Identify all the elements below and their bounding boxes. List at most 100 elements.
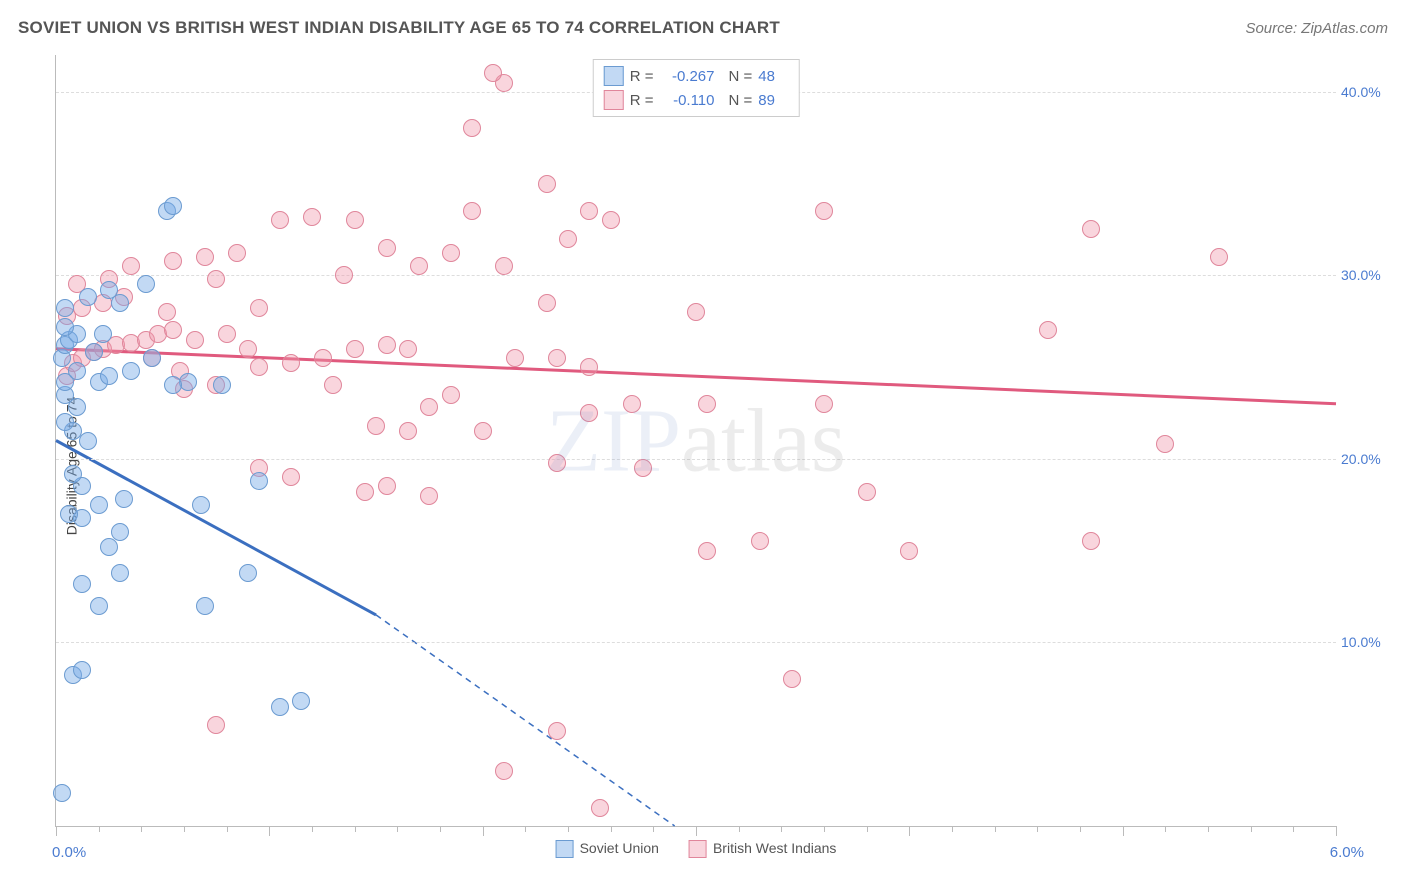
x-tick xyxy=(525,826,526,832)
x-min-label: 0.0% xyxy=(52,844,86,861)
data-point xyxy=(73,575,91,593)
data-point xyxy=(53,784,71,802)
x-tick xyxy=(184,826,185,832)
data-point xyxy=(85,343,103,361)
data-point xyxy=(239,564,257,582)
data-point xyxy=(602,211,620,229)
data-point xyxy=(1039,321,1057,339)
x-tick xyxy=(568,826,569,832)
chart-header: SOVIET UNION VS BRITISH WEST INDIAN DISA… xyxy=(18,18,1388,46)
x-tick xyxy=(696,826,697,836)
data-point xyxy=(196,597,214,615)
data-point xyxy=(410,257,428,275)
x-tick xyxy=(1208,826,1209,832)
legend-n-label: N = xyxy=(729,92,753,109)
data-point xyxy=(164,321,182,339)
data-point xyxy=(698,542,716,560)
watermark-part1: ZIP xyxy=(546,391,681,490)
data-point xyxy=(378,336,396,354)
data-point xyxy=(495,257,513,275)
data-point xyxy=(292,692,310,710)
data-point xyxy=(100,367,118,385)
data-point xyxy=(250,299,268,317)
data-point xyxy=(239,340,257,358)
data-point xyxy=(591,799,609,817)
y-tick-label: 10.0% xyxy=(1341,634,1391,650)
data-point xyxy=(122,362,140,380)
chart-title: SOVIET UNION VS BRITISH WEST INDIAN DISA… xyxy=(18,18,780,37)
trend-line xyxy=(56,441,376,615)
legend-n-label: N = xyxy=(729,68,753,85)
series-legend-label: Soviet Union xyxy=(580,840,659,856)
data-point xyxy=(111,523,129,541)
data-point xyxy=(623,395,641,413)
data-point xyxy=(698,395,716,413)
chart-source: Source: ZipAtlas.com xyxy=(1245,20,1388,37)
data-point xyxy=(1082,532,1100,550)
data-point xyxy=(559,230,577,248)
legend-swatch xyxy=(604,66,624,86)
x-tick xyxy=(1251,826,1252,832)
series-legend-item: British West Indians xyxy=(689,840,836,858)
data-point xyxy=(250,358,268,376)
data-point xyxy=(815,395,833,413)
x-tick xyxy=(867,826,868,832)
series-legend-label: British West Indians xyxy=(713,840,836,856)
data-point xyxy=(1210,248,1228,266)
data-point xyxy=(164,252,182,270)
data-point xyxy=(192,496,210,514)
data-point xyxy=(783,670,801,688)
data-point xyxy=(634,459,652,477)
legend-swatch xyxy=(556,840,574,858)
legend-r-label: R = xyxy=(630,68,654,85)
data-point xyxy=(548,722,566,740)
data-point xyxy=(56,413,74,431)
x-tick xyxy=(269,826,270,836)
data-point xyxy=(399,422,417,440)
data-point xyxy=(100,538,118,556)
data-point xyxy=(303,208,321,226)
data-point xyxy=(271,698,289,716)
legend-r-value: -0.267 xyxy=(660,68,715,85)
gridline xyxy=(56,459,1336,460)
data-point xyxy=(250,472,268,490)
data-point xyxy=(442,244,460,262)
series-legend: Soviet Union British West Indians xyxy=(556,840,837,858)
data-point xyxy=(111,294,129,312)
x-tick xyxy=(1293,826,1294,832)
data-point xyxy=(79,288,97,306)
data-point xyxy=(207,270,225,288)
x-tick xyxy=(227,826,228,832)
x-tick xyxy=(781,826,782,832)
correlation-legend: R =-0.267N =48R =-0.110N =89 xyxy=(593,59,800,117)
data-point xyxy=(137,275,155,293)
data-point xyxy=(346,340,364,358)
x-tick xyxy=(824,826,825,832)
legend-row: R =-0.110N =89 xyxy=(604,88,789,112)
data-point xyxy=(495,762,513,780)
y-tick-label: 40.0% xyxy=(1341,84,1391,100)
x-tick xyxy=(909,826,910,836)
data-point xyxy=(314,349,332,367)
data-point xyxy=(420,487,438,505)
data-point xyxy=(213,376,231,394)
y-tick-label: 30.0% xyxy=(1341,267,1391,283)
trend-lines xyxy=(56,55,1336,826)
data-point xyxy=(282,354,300,372)
data-point xyxy=(56,299,74,317)
data-point xyxy=(324,376,342,394)
legend-r-label: R = xyxy=(630,92,654,109)
data-point xyxy=(580,404,598,422)
data-point xyxy=(538,294,556,312)
data-point xyxy=(548,454,566,472)
data-point xyxy=(228,244,246,262)
data-point xyxy=(282,468,300,486)
data-point xyxy=(158,303,176,321)
x-tick xyxy=(56,826,57,836)
plot-area: ZIPatlas R =-0.267N =48R =-0.110N =89 So… xyxy=(55,55,1336,827)
legend-r-value: -0.110 xyxy=(660,92,715,109)
data-point xyxy=(474,422,492,440)
data-point xyxy=(463,119,481,137)
data-point xyxy=(442,386,460,404)
x-tick xyxy=(952,826,953,832)
